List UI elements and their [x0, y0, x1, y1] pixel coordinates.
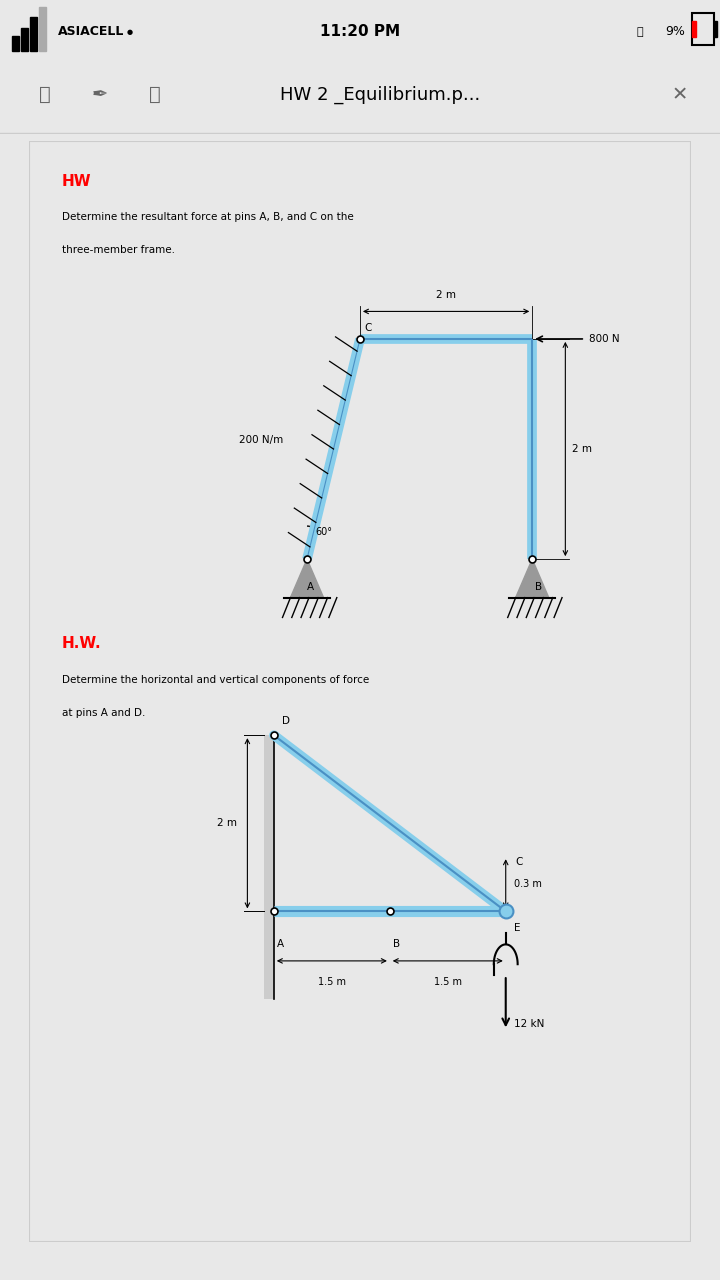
Text: ⬜: ⬜: [39, 84, 51, 104]
Text: B: B: [393, 940, 400, 948]
Polygon shape: [516, 559, 549, 598]
Text: H.W.: H.W.: [62, 636, 102, 652]
Text: ✒: ✒: [92, 84, 108, 104]
Text: 2 m: 2 m: [572, 444, 592, 454]
Text: 2 m: 2 m: [217, 818, 238, 828]
Bar: [692, 22, 696, 37]
Text: 12 kN: 12 kN: [513, 1019, 544, 1029]
Bar: [12, 36, 19, 51]
Polygon shape: [290, 559, 323, 598]
Text: 2 m: 2 m: [436, 291, 456, 301]
Text: three-member frame.: three-member frame.: [62, 246, 175, 256]
Text: ✕: ✕: [672, 84, 688, 104]
Text: Determine the horizontal and vertical components of force: Determine the horizontal and vertical co…: [62, 675, 369, 685]
Text: A: A: [277, 940, 284, 948]
Text: 200 N/m: 200 N/m: [238, 435, 283, 444]
Text: Determine the resultant force at pins A, B, and C on the: Determine the resultant force at pins A,…: [62, 212, 354, 223]
Text: 1.5 m: 1.5 m: [433, 978, 462, 987]
Text: A: A: [307, 581, 314, 591]
Text: 1.5 m: 1.5 m: [318, 978, 346, 987]
Bar: [714, 22, 717, 37]
Text: ASIACELL: ASIACELL: [58, 26, 125, 38]
Text: at pins A and D.: at pins A and D.: [62, 708, 145, 718]
Text: 11:20 PM: 11:20 PM: [320, 24, 400, 40]
Text: 800 N: 800 N: [588, 334, 619, 344]
Bar: [692, 13, 714, 45]
Bar: [21, 28, 28, 51]
Text: HW 2 _Equilibrium.p...: HW 2 _Equilibrium.p...: [280, 86, 480, 104]
Bar: [30, 17, 37, 51]
Text: E: E: [513, 923, 520, 933]
Text: ●: ●: [127, 28, 133, 35]
Text: D: D: [282, 717, 290, 727]
Text: C: C: [364, 323, 372, 333]
Text: 9%: 9%: [665, 26, 685, 38]
Text: C: C: [516, 856, 523, 867]
Bar: [39, 8, 46, 51]
Text: 60°: 60°: [315, 527, 332, 538]
Bar: [264, 735, 274, 1000]
Text: 0.3 m: 0.3 m: [513, 879, 541, 888]
Text: ⌕: ⌕: [149, 84, 161, 104]
Text: Ⓣ: Ⓣ: [636, 27, 643, 37]
Text: HW: HW: [62, 174, 91, 189]
Text: B: B: [535, 581, 542, 591]
